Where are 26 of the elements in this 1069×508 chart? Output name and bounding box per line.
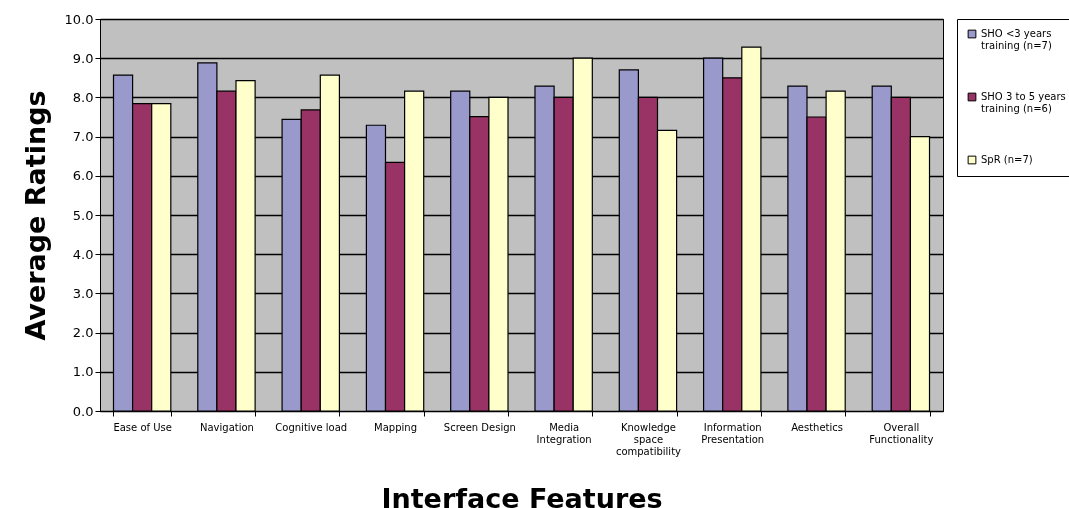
x-tick-label: Aesthetics: [791, 421, 843, 433]
x-tick-label: Cognitive load: [275, 421, 348, 433]
y-tick-label: 5.0: [72, 207, 94, 223]
y-tick-label: 6.0: [72, 168, 94, 184]
x-tick-label: Navigation: [199, 421, 254, 433]
legend-label: SHO <3 years training (n=7): [981, 28, 1052, 51]
y-tick-label: 7.0: [72, 129, 94, 145]
y-tick-label: 1.0: [72, 364, 94, 380]
y-tick-label: 3.0: [72, 285, 94, 301]
y-axis-title: Average Ratings: [19, 90, 51, 341]
legend-label: SHO 3 to 5 years training (n=6): [981, 91, 1066, 114]
y-tick-label: 8.0: [72, 89, 94, 105]
x-tick-label: Media Integration: [536, 421, 592, 445]
x-tick-label: Information Presentation: [701, 421, 765, 445]
legend-label: SpR (n=7): [981, 154, 1033, 165]
x-tick-label: Mapping: [374, 421, 418, 433]
y-tick-label: 0.0: [72, 403, 94, 419]
y-tick-label: 9.0: [72, 50, 94, 66]
x-tick-label: Ease of Use: [113, 421, 172, 433]
x-tick-label: Knowledge space compatibility: [615, 421, 682, 457]
x-tick-label: Screen Design: [443, 421, 516, 433]
x-axis-title: Interface Features: [381, 482, 663, 508]
y-tick-label: 4.0: [72, 246, 94, 262]
y-tick-label: 10.0: [64, 11, 94, 27]
y-tick-label: 2.0: [72, 325, 94, 341]
x-tick-label: Overall Functionality: [869, 421, 934, 445]
